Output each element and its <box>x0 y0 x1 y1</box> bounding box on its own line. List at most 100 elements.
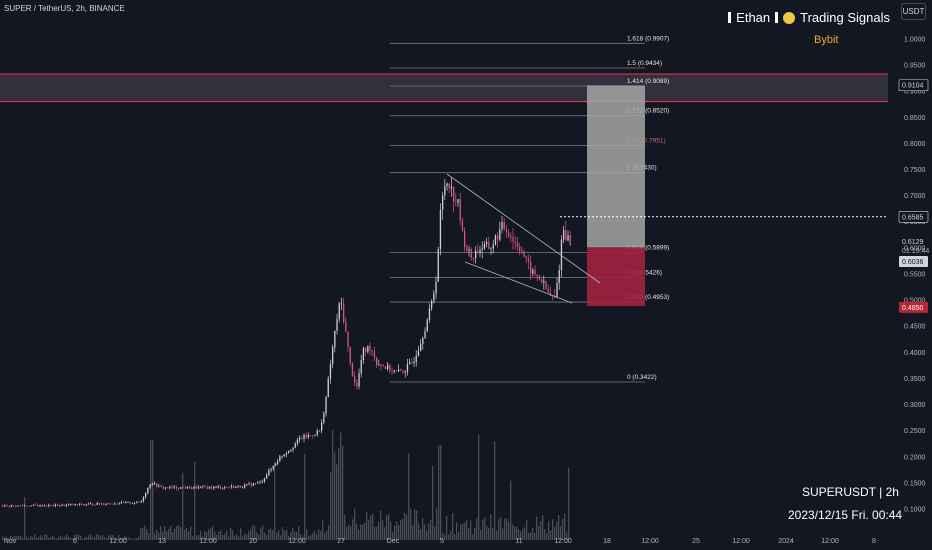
long-position-tool[interactable] <box>560 85 888 307</box>
candle-body <box>503 221 505 230</box>
candle-body <box>338 303 340 320</box>
candle-body <box>325 396 327 414</box>
candle-body <box>336 319 338 331</box>
candle-body <box>398 369 400 372</box>
volume-bar <box>248 531 250 540</box>
candle-body <box>32 504 35 506</box>
candle-body <box>13 505 15 507</box>
candle-body <box>57 504 59 507</box>
volume-bar <box>532 527 534 540</box>
volume-bar <box>70 537 72 540</box>
candle-body <box>516 242 519 247</box>
volume-bar <box>234 535 236 540</box>
candle-body <box>261 481 263 483</box>
candle-body <box>136 501 138 503</box>
price-axis[interactable]: 1.0000 0.9500 0.9000 0.8500 0.8000 0.7500 0.70… <box>904 36 926 513</box>
candle-body <box>96 503 98 505</box>
volume-bar <box>264 532 266 540</box>
volume-bar <box>374 526 376 540</box>
currency-button[interactable]: USDT <box>901 3 926 20</box>
candle-body <box>140 501 142 503</box>
candle-body <box>334 330 336 348</box>
candle-body <box>131 503 134 504</box>
volume-bar <box>72 538 74 540</box>
candle-body <box>200 486 202 488</box>
volume-bar <box>58 536 60 540</box>
volume-bar <box>384 527 386 540</box>
volume-bar <box>86 536 88 540</box>
volume-bar <box>504 518 506 540</box>
volume-bar <box>84 537 86 540</box>
candle-body <box>369 346 371 351</box>
volume-bar <box>372 513 374 540</box>
candle-body <box>499 229 501 240</box>
candle-body <box>380 364 382 367</box>
fib-level-label: 1.618 (0.9907) <box>627 35 669 42</box>
candle-body <box>230 485 233 488</box>
candle-body <box>307 435 310 438</box>
volume-bar <box>328 525 330 540</box>
volume-bar <box>280 535 282 540</box>
candle-body <box>87 503 90 505</box>
candle-body <box>235 486 237 488</box>
candle-body <box>52 505 54 506</box>
price-label-text: 0.6129 <box>902 239 924 246</box>
volume-bar <box>188 531 190 540</box>
volume-bar <box>322 520 324 540</box>
candle-body <box>274 463 277 466</box>
price-tick-label: 0.1000 <box>904 507 926 514</box>
price-axis-labels: 0.9104 0.6585 0.6129 01:15:44 0.6036 0.4850 <box>898 79 929 313</box>
exchange-label: Bybit <box>814 34 839 46</box>
volume-bar <box>560 526 562 540</box>
volume-bar <box>542 514 544 540</box>
candle-body <box>530 261 532 274</box>
candle-body <box>283 454 285 457</box>
volume-bar <box>466 519 468 540</box>
volume-bar <box>494 441 496 540</box>
volume-bar <box>326 530 328 540</box>
time-axis[interactable]: Nov 6 12:00 13 12:00 20 12:00 27 Dec 5 11 12:00 18 12… <box>4 538 876 545</box>
volume-bar <box>252 525 254 540</box>
volume-bar <box>144 525 146 540</box>
volume-histogram <box>2 430 570 540</box>
candle-body <box>563 230 565 240</box>
time-tick-label: 18 <box>603 538 611 545</box>
candle-body <box>472 258 475 259</box>
candle-body <box>384 366 387 369</box>
volume-bar <box>354 508 356 540</box>
volume-bar <box>228 536 230 540</box>
candle-body <box>490 248 492 250</box>
volume-bar <box>4 538 6 540</box>
fib-level-label: 0 (0.3422) <box>627 374 657 381</box>
candle-body <box>92 503 94 505</box>
volume-bar <box>444 534 446 540</box>
volume-bar <box>48 537 50 540</box>
candle-body <box>552 295 554 297</box>
volume-bar <box>190 526 192 540</box>
candle-body <box>367 346 369 352</box>
candle-body <box>483 244 486 249</box>
volume-bar <box>398 525 400 540</box>
volume-bar <box>42 537 44 540</box>
volume-bar <box>458 532 460 540</box>
volume-bar <box>562 518 564 540</box>
candle-body <box>402 370 404 373</box>
volume-bar <box>484 517 486 540</box>
volume-bar <box>138 536 140 540</box>
volume-bar <box>170 525 172 540</box>
volume-bar <box>32 537 34 540</box>
candle-body <box>437 249 439 282</box>
volume-bar <box>244 533 246 540</box>
volume-bar <box>396 521 398 540</box>
volume-bar <box>204 530 206 540</box>
candle-body <box>457 199 459 203</box>
volume-bar <box>40 535 42 540</box>
candle-body <box>310 435 312 436</box>
volume-bar <box>564 513 566 540</box>
candle-body <box>404 371 406 373</box>
candle-body <box>129 501 131 504</box>
candle-body <box>420 343 422 351</box>
candle-body <box>354 376 356 383</box>
volume-bar <box>172 532 174 540</box>
